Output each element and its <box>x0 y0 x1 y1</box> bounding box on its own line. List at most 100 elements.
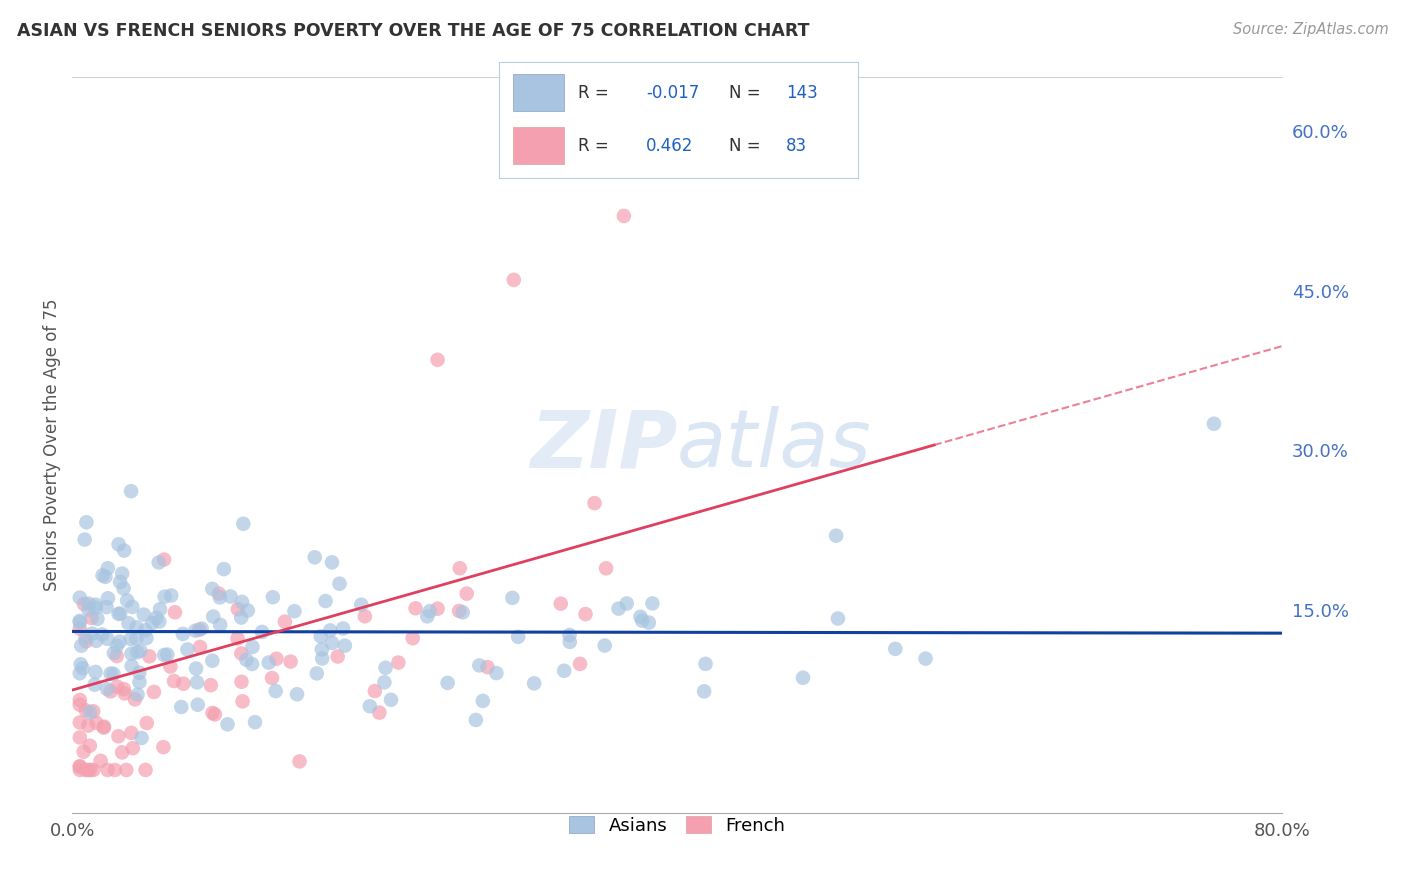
Text: -0.017: -0.017 <box>647 84 699 102</box>
Point <box>321 636 343 650</box>
Point <box>131 731 153 745</box>
Point <box>120 484 142 499</box>
Point <box>212 562 235 576</box>
Point <box>121 741 143 756</box>
Point <box>73 597 96 611</box>
Point <box>108 574 131 589</box>
Point <box>426 352 449 367</box>
Point <box>77 763 100 777</box>
Point <box>288 755 311 769</box>
Point <box>550 597 572 611</box>
Point <box>311 651 333 665</box>
Point <box>93 720 115 734</box>
Point <box>121 647 143 661</box>
Point <box>72 661 94 675</box>
Point <box>436 676 458 690</box>
Point <box>148 615 170 629</box>
Point <box>79 705 101 719</box>
Point <box>108 634 131 648</box>
Point <box>72 745 94 759</box>
Point <box>311 642 333 657</box>
Point <box>201 654 224 668</box>
Point <box>79 739 101 753</box>
Point <box>373 675 395 690</box>
Point <box>115 593 138 607</box>
Point <box>124 692 146 706</box>
Point <box>82 763 104 777</box>
Point <box>405 601 427 615</box>
Point <box>163 674 186 689</box>
Point <box>508 630 530 644</box>
Point <box>456 587 478 601</box>
Point <box>583 496 606 510</box>
Point <box>153 590 176 604</box>
Point <box>170 700 193 714</box>
Point <box>321 555 343 569</box>
Point <box>94 570 117 584</box>
Point <box>69 698 91 712</box>
Point <box>451 605 474 619</box>
Point <box>82 626 104 640</box>
Point <box>132 607 155 622</box>
Point <box>84 665 107 679</box>
Point <box>387 656 409 670</box>
Point <box>235 653 257 667</box>
Point <box>111 746 134 760</box>
Point <box>134 624 156 638</box>
Point <box>333 639 356 653</box>
Point <box>172 676 194 690</box>
Point <box>231 595 253 609</box>
Point <box>368 706 391 720</box>
Point <box>105 649 128 664</box>
Text: 143: 143 <box>786 84 818 102</box>
Point <box>112 543 135 558</box>
Point <box>96 682 118 697</box>
Point <box>107 729 129 743</box>
Point <box>231 610 253 624</box>
Point <box>485 666 508 681</box>
Point <box>163 605 186 619</box>
Point <box>250 624 273 639</box>
Point <box>84 715 107 730</box>
Point <box>232 694 254 708</box>
Point <box>69 715 91 730</box>
Point <box>77 718 100 732</box>
Point <box>226 602 249 616</box>
Point <box>595 561 617 575</box>
Point <box>825 529 848 543</box>
Point <box>569 657 592 671</box>
Point <box>257 656 280 670</box>
Point <box>184 661 207 675</box>
Point <box>107 607 129 621</box>
Point <box>115 763 138 777</box>
Point <box>202 609 225 624</box>
Point <box>84 600 107 615</box>
Point <box>187 698 209 712</box>
Point <box>200 678 222 692</box>
Point <box>350 598 373 612</box>
Point <box>97 561 120 575</box>
Point <box>449 604 471 618</box>
Point <box>827 611 849 625</box>
Point <box>637 615 659 630</box>
Point <box>100 666 122 681</box>
Point <box>231 674 253 689</box>
Point <box>120 632 142 646</box>
Point <box>374 661 396 675</box>
Point <box>77 602 100 616</box>
Point <box>79 763 101 777</box>
Point <box>70 639 93 653</box>
Point <box>90 754 112 768</box>
Point <box>141 615 163 630</box>
Point <box>274 615 297 629</box>
Point <box>153 648 176 662</box>
Point <box>186 675 208 690</box>
Point <box>69 693 91 707</box>
Point <box>107 537 129 551</box>
Point <box>77 597 100 611</box>
Point <box>319 624 342 638</box>
Point <box>332 622 354 636</box>
Point <box>103 646 125 660</box>
Point <box>1202 417 1225 431</box>
Point <box>201 582 224 596</box>
